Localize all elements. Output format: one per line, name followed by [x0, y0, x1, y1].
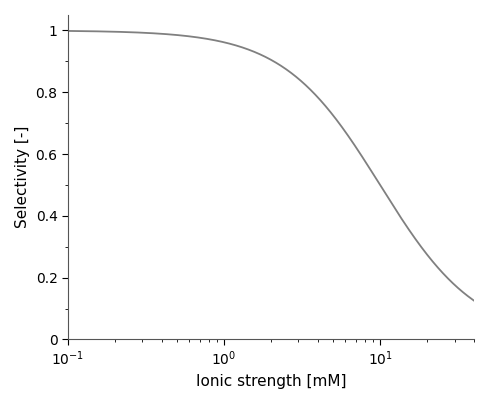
- X-axis label: Ionic strength [mM]: Ionic strength [mM]: [195, 374, 346, 389]
- Y-axis label: Selectivity [-]: Selectivity [-]: [15, 126, 30, 228]
